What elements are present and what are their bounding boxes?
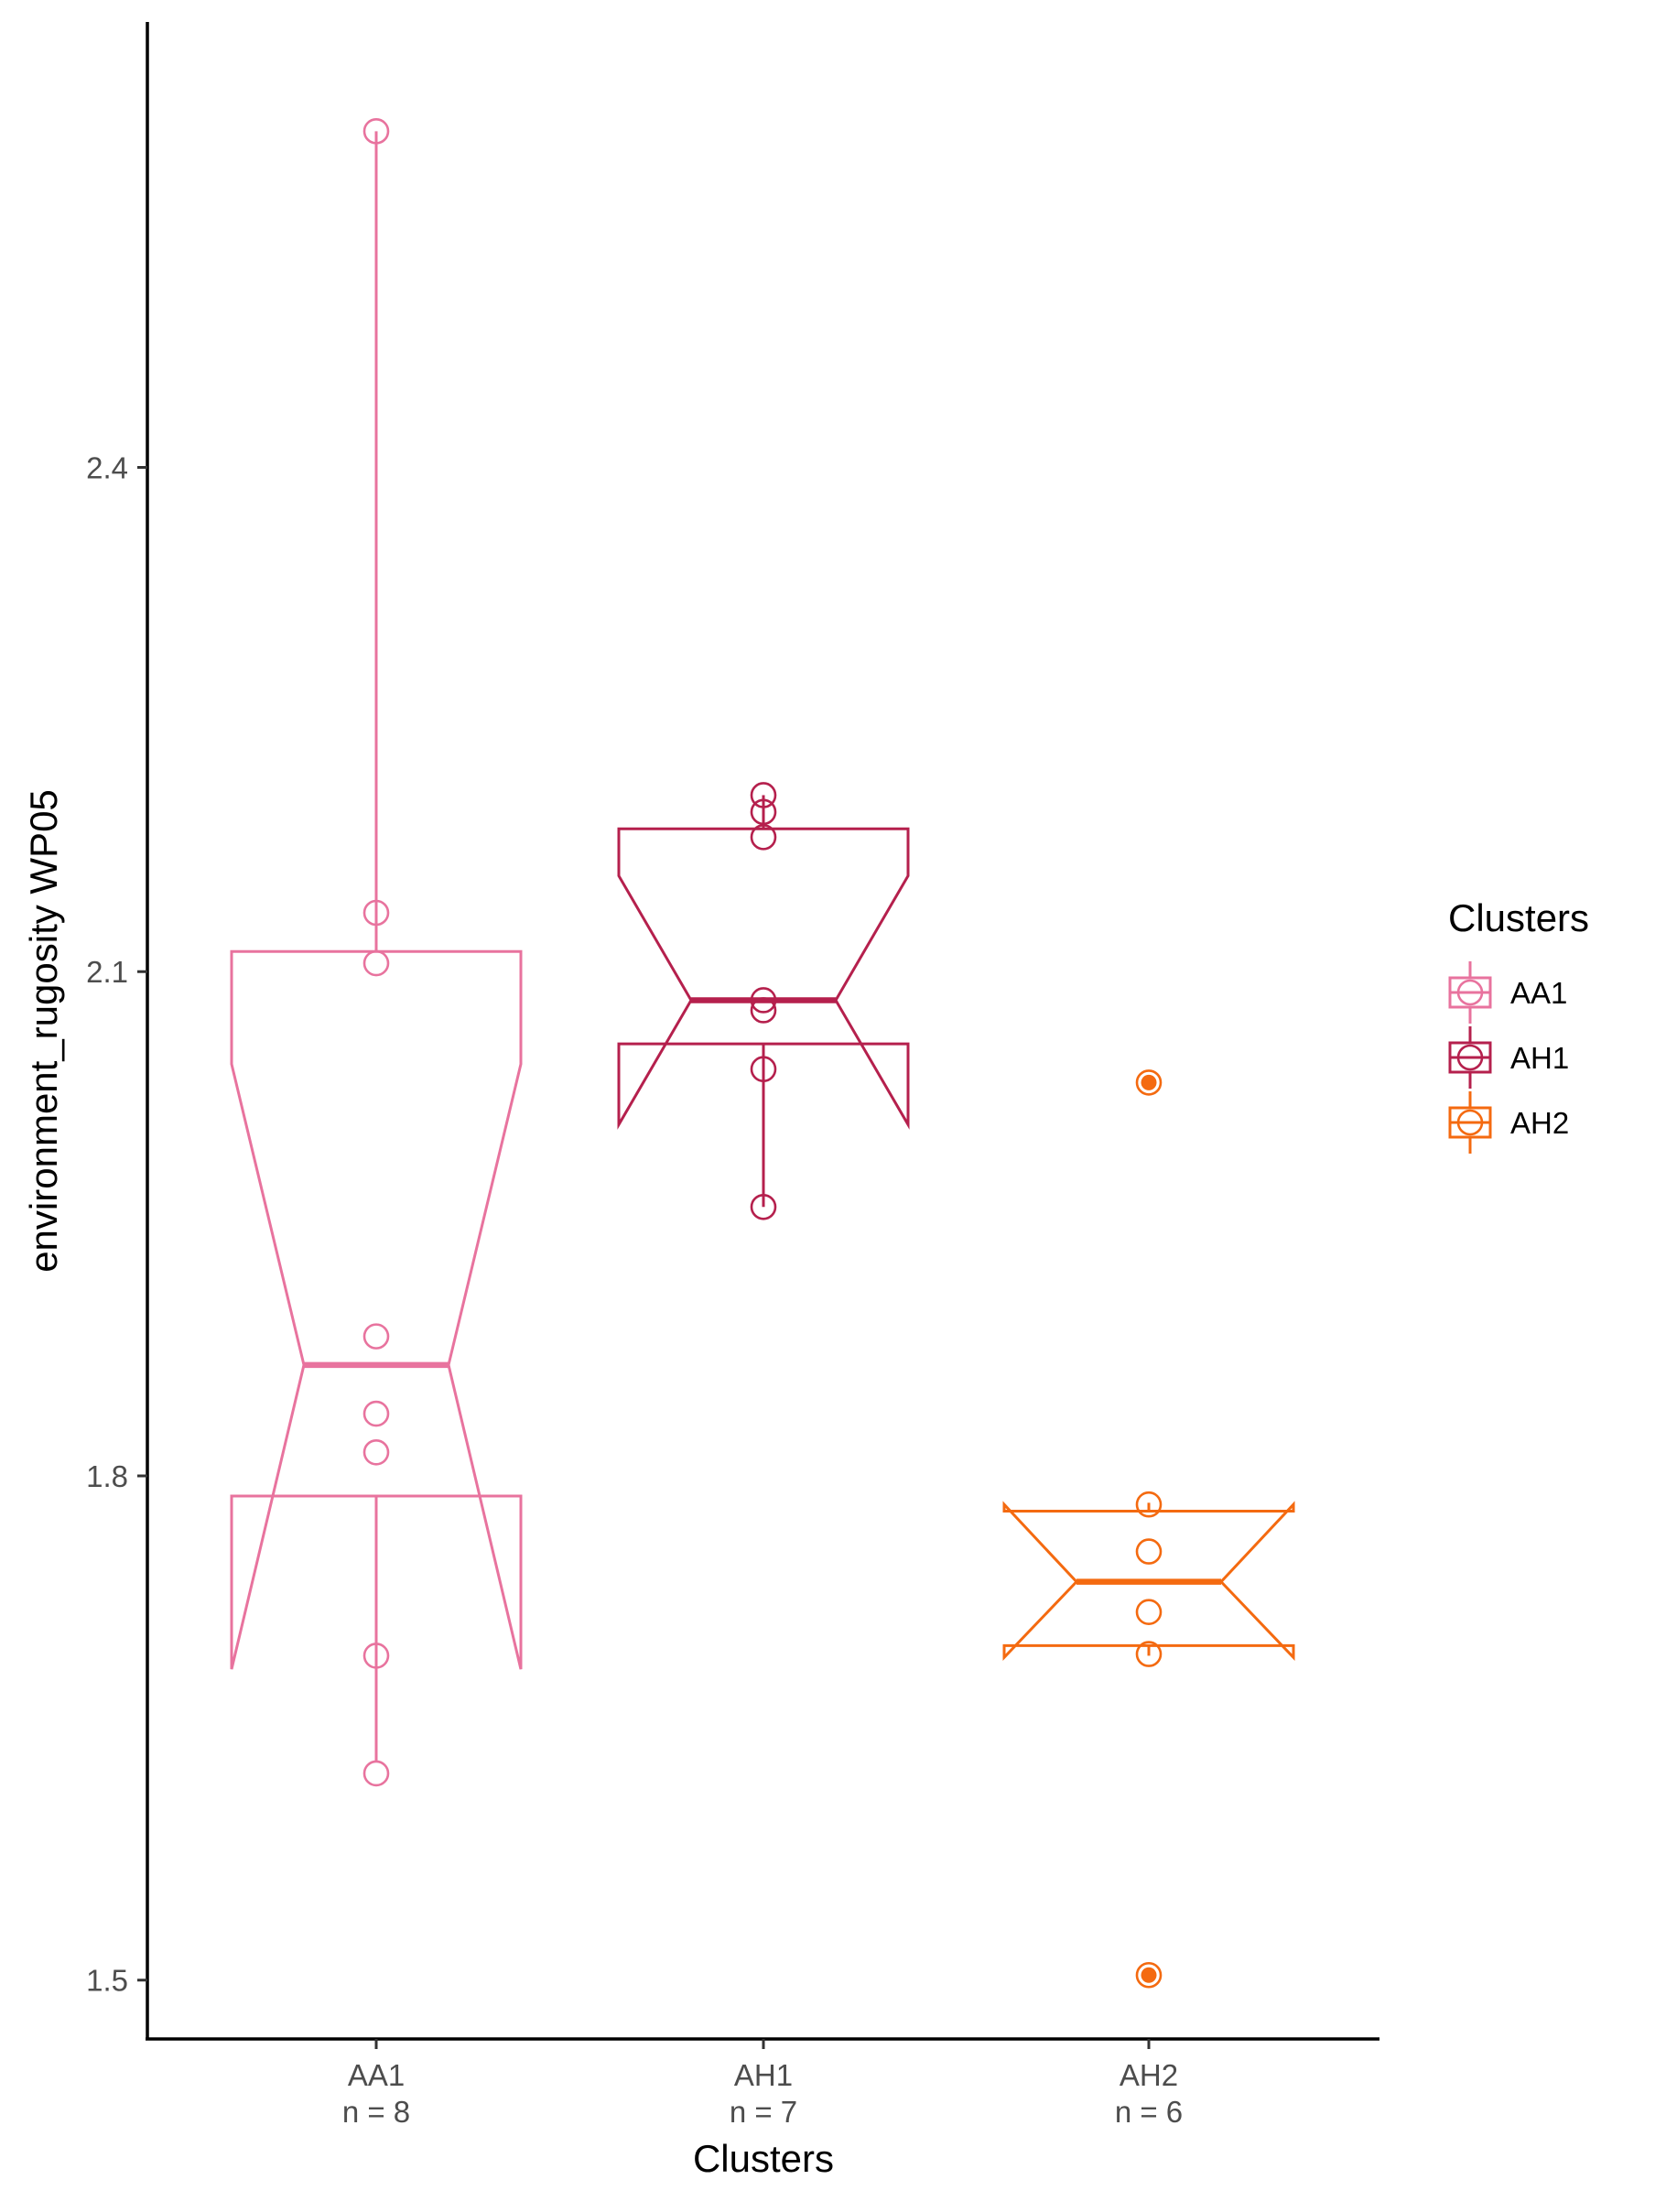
y-tick-label: 1.5 bbox=[86, 1964, 128, 1998]
x-tick-label: AH1 bbox=[734, 2058, 793, 2092]
legend-title: Clusters bbox=[1448, 896, 1589, 939]
data-point bbox=[750, 997, 777, 1024]
notched-box bbox=[230, 949, 523, 1670]
data-point bbox=[750, 1056, 777, 1083]
data-point bbox=[1135, 1069, 1163, 1096]
data-point bbox=[362, 1760, 390, 1787]
legend-key-aa1 bbox=[1448, 961, 1492, 1024]
data-point bbox=[1135, 1599, 1163, 1625]
x-tick-label: AA1 bbox=[348, 2058, 405, 2092]
data-point bbox=[362, 1323, 390, 1350]
x-axis-title: Clusters bbox=[693, 2137, 834, 2180]
legend-key-ah2 bbox=[1448, 1091, 1492, 1154]
notched-box bbox=[1002, 1501, 1295, 1662]
legend-label: AH2 bbox=[1510, 1106, 1569, 1140]
y-tick-label: 2.4 bbox=[86, 450, 128, 484]
data-point bbox=[362, 1438, 390, 1466]
legend-key-ah1 bbox=[1448, 1026, 1492, 1089]
data-point bbox=[362, 1400, 390, 1427]
box-group-ah1 bbox=[617, 782, 910, 1220]
x-count-label: n = 6 bbox=[1115, 2095, 1183, 2129]
data-point bbox=[362, 949, 390, 977]
x-tick-label: AH2 bbox=[1120, 2058, 1178, 2092]
legend-point bbox=[1456, 1109, 1484, 1136]
outlier-point bbox=[1141, 1967, 1157, 1983]
box-group-ah2 bbox=[1002, 1069, 1295, 1989]
x-count-label: n = 8 bbox=[342, 2095, 410, 2129]
data-point bbox=[362, 1643, 390, 1669]
data-point bbox=[1135, 1641, 1163, 1667]
y-tick-label: 1.8 bbox=[86, 1459, 128, 1493]
data-point bbox=[362, 118, 390, 145]
data-point bbox=[1135, 1538, 1163, 1565]
legend-label: AA1 bbox=[1510, 976, 1567, 1010]
x-count-label: n = 7 bbox=[730, 2095, 797, 2129]
y-tick-label: 2.1 bbox=[86, 955, 128, 989]
plot-area bbox=[230, 118, 1295, 1989]
data-point bbox=[1135, 1961, 1163, 1989]
data-point bbox=[750, 1193, 777, 1220]
legend-label: AH1 bbox=[1510, 1041, 1569, 1075]
outlier-point bbox=[1141, 1074, 1157, 1090]
data-point bbox=[750, 782, 777, 808]
legend: Clusters AA1 AH1 AH2 bbox=[1448, 896, 1589, 1154]
box-group-aa1 bbox=[230, 118, 523, 1787]
legend-point bbox=[1456, 979, 1484, 1006]
notched-box bbox=[617, 827, 910, 1130]
data-point bbox=[362, 899, 390, 927]
data-point bbox=[750, 824, 777, 851]
data-point bbox=[750, 798, 777, 826]
data-point bbox=[750, 987, 777, 1014]
y-axis-title: environment_rugosity WP05 bbox=[22, 789, 65, 1273]
legend-point bbox=[1456, 1044, 1484, 1071]
data-point bbox=[1135, 1491, 1163, 1518]
